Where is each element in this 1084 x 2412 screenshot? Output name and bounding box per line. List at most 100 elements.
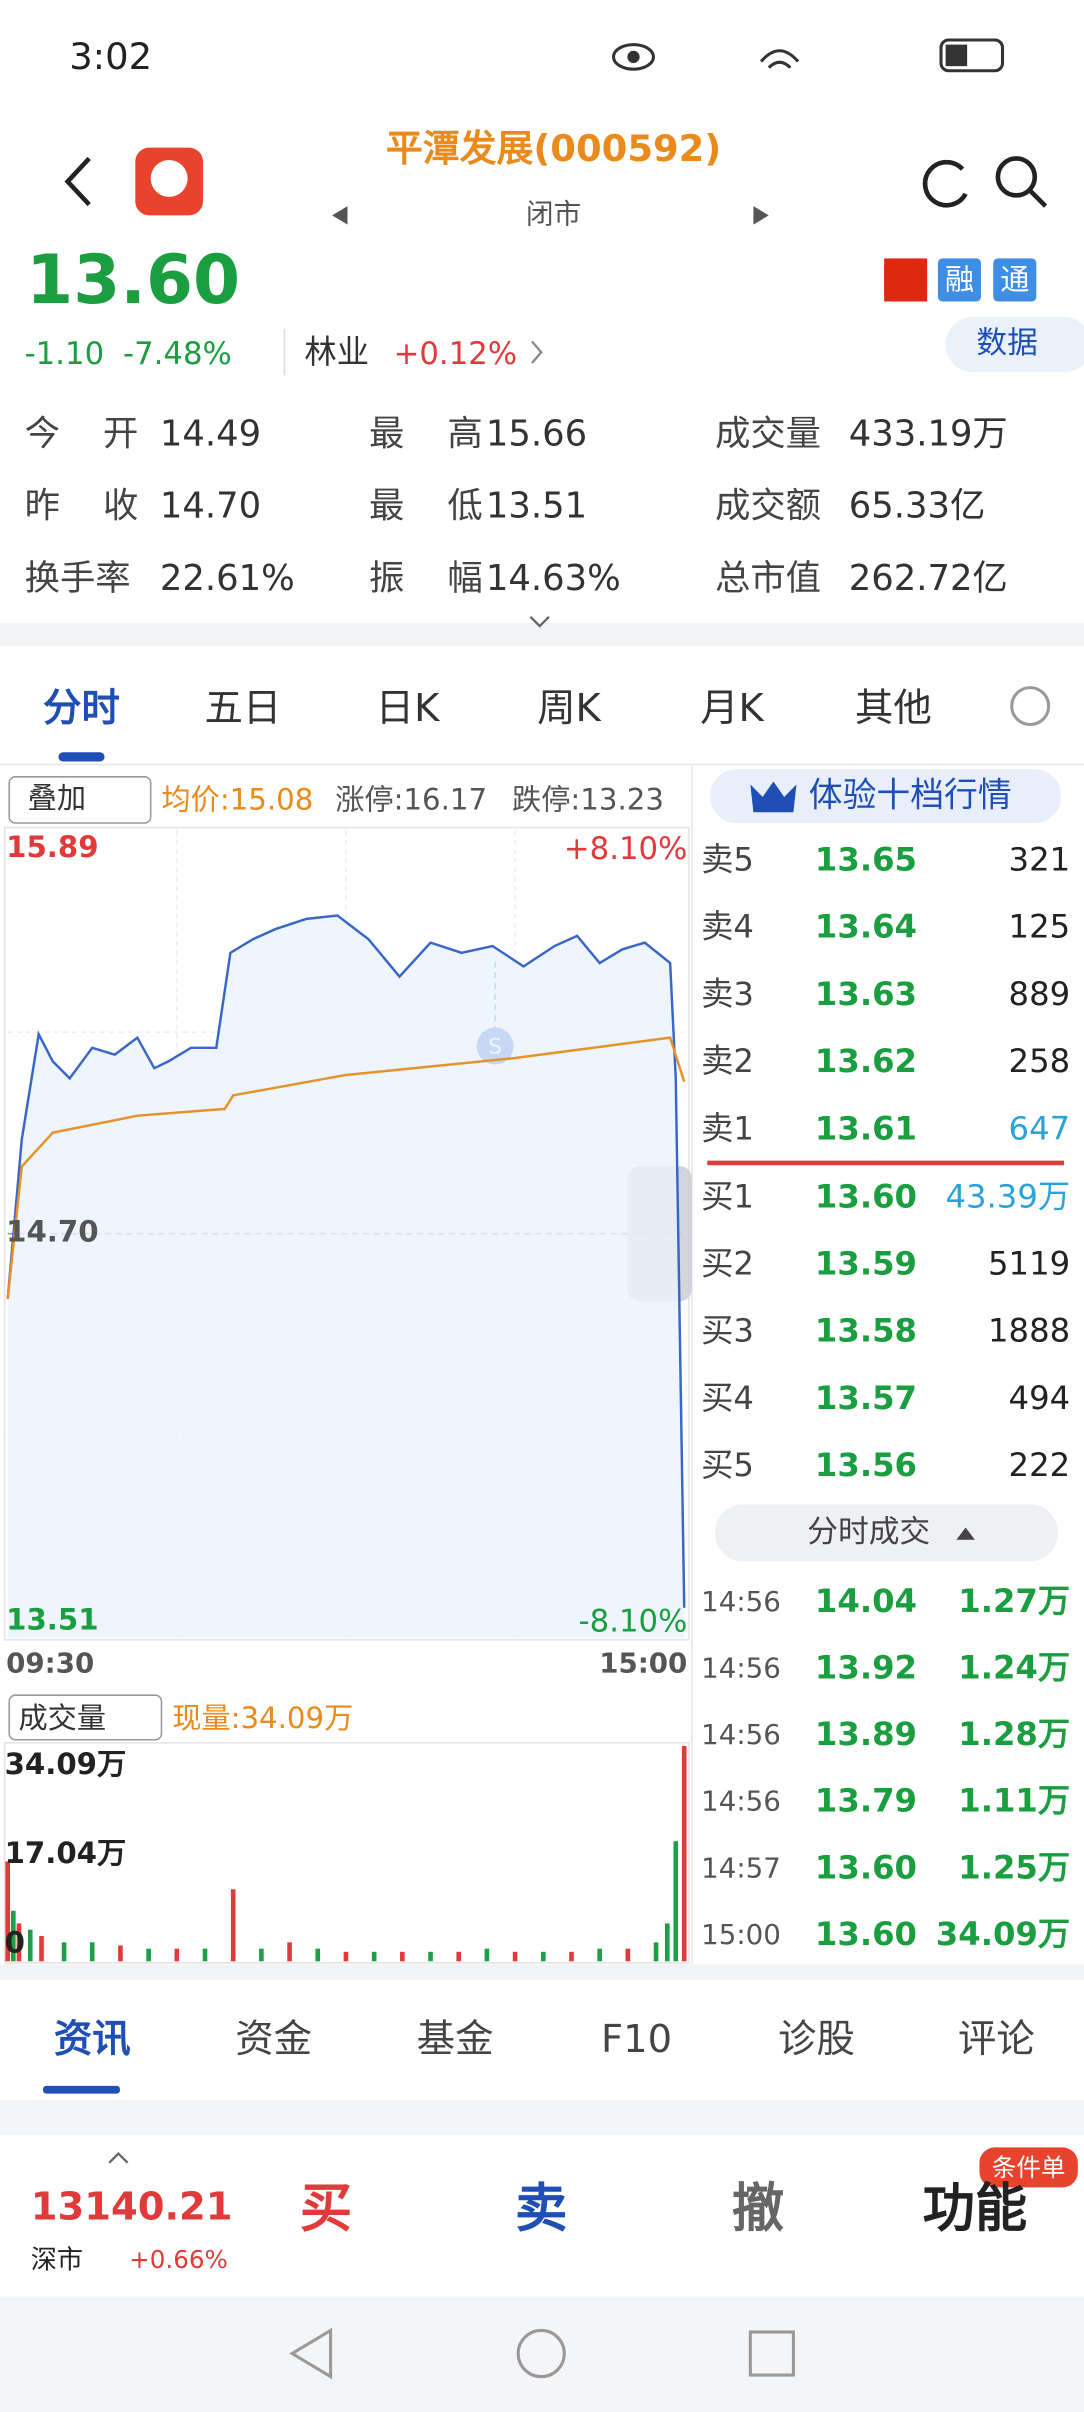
depth-button[interactable] [710,769,1061,823]
badge: 融 [945,262,974,296]
stat-value: 15.66 [486,413,587,454]
tab: 月K [700,686,765,731]
action-button[interactable]: 买 [300,2178,352,2239]
trade-time: 14:56 [701,1785,781,1818]
stat-value: 65.33亿 [849,486,986,527]
trade-price: 13.89 [815,1715,917,1753]
status-time: 3:02 [69,35,152,78]
price-line [6,914,686,1608]
stat-value: 13.51 [486,486,587,527]
sector: 林业 [304,333,369,371]
trade-time: 15:00 [701,1918,781,1951]
trade-bar [0,2135,1084,2297]
price: 13.60 [26,240,240,319]
badge: 条件单 [992,2153,1066,2182]
crown [750,781,797,813]
stat-value: 433.19万 [849,413,1008,454]
depth-button: 体验十档行情 [809,775,1012,814]
book-label: 买4 [701,1379,754,1417]
index-value: 13140.21 [31,2184,233,2229]
data-button[interactable] [945,316,1084,373]
trade-volume: 1.25万 [958,1848,1070,1886]
bottom-tab: 资金 [235,2017,312,2062]
flag [884,258,928,302]
book-label: 卖2 [701,1042,754,1080]
tab: 日K [376,686,441,731]
book-price: 13.65 [815,840,917,878]
volume-bar [230,1889,236,1962]
expand[interactable] [108,2151,129,2164]
volume-bar [287,1942,292,1962]
current-volume: 现量:34.09万 [172,1701,353,1735]
trades-button[interactable] [714,1504,1058,1562]
book-label: 卖1 [701,1109,754,1147]
book-price: 13.56 [815,1446,917,1484]
action-button[interactable]: 撤 [732,2178,784,2239]
expand[interactable] [529,616,550,628]
volume-bar [27,1929,33,1962]
volume-bar [625,1948,631,1962]
bottom-tab: 诊股 [778,2017,855,2062]
trade-price: 13.60 [815,1915,917,1953]
trade-price: 13.92 [815,1648,917,1686]
stock-title: 平潭发展(000592) [386,127,721,170]
volume-select: 成交量 [18,1701,106,1735]
stat-label: 最高 [369,413,483,454]
nav-bar[interactable] [289,2327,795,2380]
book-volume: 321 [1009,840,1071,878]
book-volume: 43.39万 [945,1177,1070,1215]
volume-bar [315,1948,321,1962]
book-volume: 889 [1009,975,1071,1013]
search-button[interactable] [995,156,1038,198]
volume-bar [39,1936,44,1962]
action-button[interactable]: 卖 [515,2178,567,2239]
app-icon [150,159,188,197]
stat-value: 22.61% [160,558,295,599]
volume-bar [665,1923,670,1962]
volume-bar [400,1951,405,1962]
tab: 周K [537,686,602,731]
volume-bar [343,1951,349,1962]
book-volume: 647 [1009,1109,1071,1147]
refresh-button[interactable] [922,159,968,208]
limit-up: 涨停:16.17 [335,782,487,816]
overlay-select: 叠加 [28,781,86,815]
trades-arrow [956,1527,975,1540]
volume-select[interactable] [8,1694,163,1741]
overlay-select[interactable] [8,776,152,824]
action-button[interactable]: 功能 [923,2178,1028,2239]
book-label: 买3 [701,1312,754,1350]
book-volume: 494 [1009,1379,1071,1417]
badge: 通 [1000,262,1029,296]
book-price: 13.57 [815,1379,917,1417]
volume-bar [673,1841,679,1962]
bottom-tab: 基金 [417,2017,494,2062]
badge-bg [993,258,1037,302]
index-market: 深市 [31,2246,83,2276]
back-button[interactable] [64,156,91,207]
y-label: 14.70 [6,1215,98,1249]
stat-label: 换手率 [25,558,131,599]
stat-label: 成交量 [715,413,821,454]
stat-value: 14.49 [160,413,261,454]
tab: 五日 [205,686,282,731]
book-price: 13.62 [815,1042,917,1080]
volume-bar [540,1951,546,1962]
book-volume: 5119 [988,1245,1070,1283]
tab-indicator [58,752,105,762]
status-icons [611,38,1005,73]
volume-bar [118,1945,123,1962]
bottom-tab: 评论 [958,2017,1035,2062]
stat-label: 昨收 [25,486,139,527]
volume-bar [89,1942,95,1962]
trade-volume: 1.11万 [958,1782,1070,1820]
book-price: 13.63 [815,975,917,1013]
trade-volume: 1.27万 [958,1582,1070,1620]
y-label: -8.10% [579,1603,688,1639]
stat-label: 最低 [369,486,483,527]
avg-line [6,1036,686,1300]
volume-bar [681,1745,687,1962]
book-price: 13.61 [815,1109,917,1147]
settings[interactable] [1010,686,1051,727]
